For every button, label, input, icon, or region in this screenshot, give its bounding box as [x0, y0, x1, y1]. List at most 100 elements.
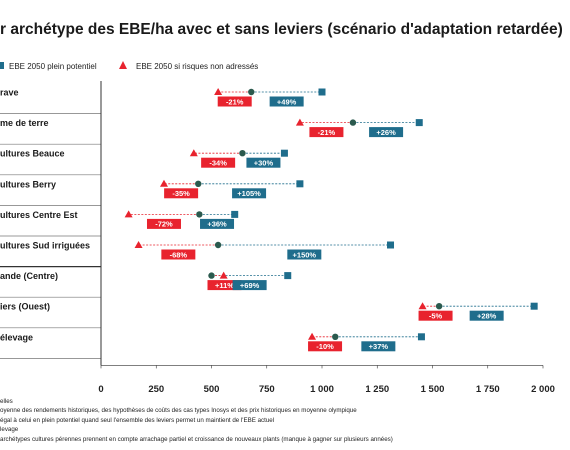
gain-pct-box	[246, 157, 281, 168]
gain-pct-label: +26%	[376, 128, 396, 137]
gain-pct-label: +36%	[207, 220, 227, 229]
gain-pct-label: +37%	[369, 342, 389, 351]
loss-pct-label: -5%	[429, 312, 443, 321]
data-row: ultures Beauce -34% +30%	[0, 149, 288, 176]
loss-pct-label: -34%	[209, 159, 227, 168]
risk-marker	[295, 118, 304, 126]
x-tick-label: 2 000	[531, 384, 555, 395]
legend-triangle-marker	[119, 61, 127, 69]
full-potential-marker	[318, 88, 326, 96]
loss-pct-label: -35%	[172, 189, 190, 198]
footnote-line: archétypes cultures pérennes prennent en…	[0, 435, 393, 443]
gain-pct-label: +49%	[277, 97, 297, 106]
current-marker	[196, 211, 203, 218]
risk-marker	[418, 302, 427, 310]
loss-pct-box	[309, 127, 344, 138]
loss-pct-box	[201, 157, 236, 168]
current-marker	[195, 180, 202, 187]
row-label: ultures Centre Est	[0, 210, 78, 220]
loss-pct-box	[146, 218, 181, 229]
row-label: rave	[0, 88, 19, 98]
loss-pct-box	[308, 341, 343, 352]
risk-marker	[214, 88, 223, 95]
risk-marker	[124, 210, 133, 218]
data-row: ultures Berry -35% +105%	[0, 179, 304, 206]
data-row: ultures Sud irriguées -68% +150%	[0, 241, 395, 268]
footnotes: elles oyenne des rendements historiques,…	[0, 397, 570, 444]
risk-marker	[219, 271, 228, 279]
loss-pct-box	[164, 188, 199, 199]
gain-pct-box	[287, 249, 322, 260]
loss-pct-label: +11%	[215, 281, 234, 290]
risk-marker	[159, 179, 168, 187]
x-tick-label: 250	[148, 384, 164, 395]
full-potential-marker	[231, 210, 239, 218]
row-label: ultures Beauce	[0, 149, 65, 159]
risk-marker	[134, 241, 143, 248]
loss-pct-label: -72%	[155, 220, 173, 229]
loss-pct-box	[217, 96, 252, 107]
loss-pct-label: -10%	[316, 342, 334, 351]
x-tick-label: 1 500	[421, 384, 445, 395]
full-potential-marker	[415, 119, 423, 127]
gain-pct-box	[361, 341, 396, 352]
loss-pct-label: -21%	[318, 128, 336, 137]
legend: EBE 2050 plein potentiel EBE 2050 si ris…	[0, 61, 258, 71]
gain-pct-box	[200, 218, 235, 229]
footnote-line: elles	[0, 398, 13, 405]
current-marker	[208, 272, 215, 279]
x-tick-label: 0	[98, 384, 103, 395]
x-tick-label: 750	[259, 384, 275, 395]
gain-pct-label: +105%	[237, 189, 261, 198]
x-tick-label: 1 000	[310, 384, 334, 395]
page-title: r archétype des EBE/ha avec et sans levi…	[0, 21, 563, 38]
legend-square-marker	[0, 62, 4, 69]
gain-pct-label: +150%	[293, 250, 317, 259]
row-label: me de terre	[0, 118, 49, 128]
x-tick-label: 1 250	[365, 384, 389, 395]
row-label: ultures Berry	[0, 179, 56, 189]
x-tick-label: 1 750	[476, 384, 500, 395]
full-potential-marker	[296, 180, 304, 188]
data-row: élevage -10% +37%	[0, 332, 425, 359]
row-label: ande (Centre)	[0, 271, 58, 281]
legend-square-label: EBE 2050 plein potentiel	[9, 62, 97, 71]
gain-pct-box	[369, 127, 404, 138]
x-axis: 0 250 500 750 1 000 1 250 1 500 1 750 2 000	[98, 81, 555, 395]
x-tick-label: 500	[204, 384, 220, 395]
full-potential-marker	[284, 272, 292, 280]
gain-pct-box	[232, 188, 267, 199]
full-potential-marker	[417, 333, 425, 341]
loss-pct-box	[207, 280, 242, 291]
gain-pct-label: +30%	[254, 159, 274, 168]
gain-pct-box	[269, 96, 304, 107]
data-row: ultures Centre Est -72% +36%	[0, 210, 239, 237]
current-marker	[239, 150, 246, 157]
loss-pct-box	[418, 310, 453, 321]
full-potential-marker	[387, 241, 395, 249]
footnote-line: égal à celui en plein potentiel quand se…	[0, 416, 275, 424]
current-marker	[349, 119, 357, 126]
current-marker	[248, 88, 255, 96]
full-potential-marker	[530, 302, 538, 310]
full-potential-marker	[280, 149, 288, 157]
gain-pct-label: +69%	[240, 281, 260, 290]
footnote-line: levage	[0, 426, 19, 434]
data-row: rave -21% +49%	[0, 88, 326, 114]
data-row: ande (Centre) +11% +69%	[0, 271, 292, 298]
loss-pct-label: -68%	[170, 250, 188, 259]
footnote-line: oyenne des rendements historiques, des h…	[0, 407, 357, 415]
risk-marker	[308, 332, 317, 340]
gain-pct-box	[469, 310, 504, 321]
legend-triangle-label: EBE 2050 si risques non adressés	[136, 62, 258, 71]
risk-marker	[189, 149, 198, 157]
current-marker	[214, 241, 222, 249]
rows-layer: rave -21% +49% me de terre -21% +26% ultures B…	[0, 88, 538, 359]
loss-pct-box	[161, 249, 196, 260]
data-row: iers (Ouest) -5% +28%	[0, 302, 538, 329]
row-label: iers (Ouest)	[0, 302, 50, 312]
current-marker	[435, 303, 443, 310]
gain-pct-label: +28%	[477, 312, 497, 321]
current-marker	[332, 333, 339, 340]
